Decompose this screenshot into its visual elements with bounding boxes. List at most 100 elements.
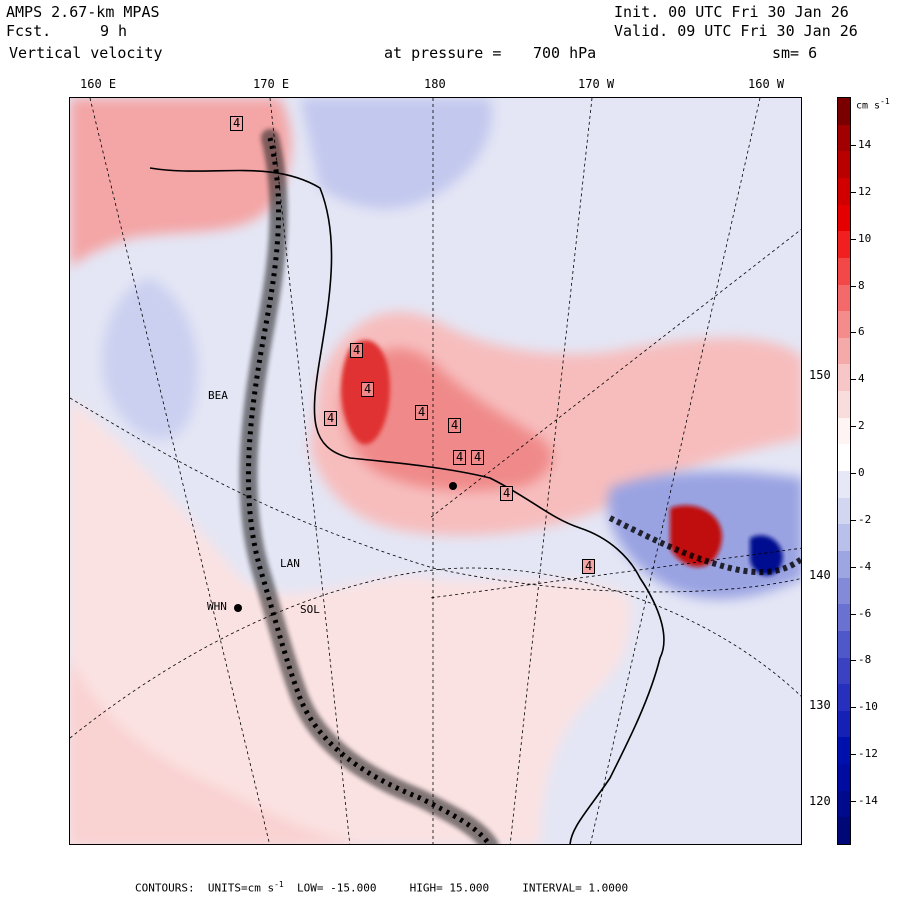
meridian-160w (590, 98, 761, 844)
blue-region-west (102, 278, 198, 440)
colorbar-units-exponent: -1 (880, 97, 890, 106)
contour-box-4: 4 (415, 405, 429, 420)
colorbar-swatch (838, 497, 850, 525)
footer-units-exponent: -1 (274, 880, 284, 889)
colorbar-label: 10 (858, 231, 872, 245)
colorbar-swatch (838, 817, 850, 845)
contour-box-10: 4 (500, 486, 514, 501)
field-name: Vertical velocity (9, 44, 163, 62)
colorbar-label: 2 (858, 419, 865, 433)
colorbar-swatch (838, 204, 850, 232)
forecast-hours: 9 h (100, 22, 128, 40)
colorbar-label: -8 (858, 653, 872, 667)
colorbar-label: 14 (858, 138, 872, 151)
footer-units: UNITS=cm s (207, 881, 275, 895)
contour-box-6: 4 (453, 450, 467, 465)
colorbar-swatch (838, 764, 850, 792)
meridian-150w (429, 229, 801, 519)
lon-label-170w: 170 W (578, 77, 615, 91)
colorbar-label: -4 (858, 559, 872, 573)
colorbar-swatch (838, 311, 850, 339)
colorbar-swatch (838, 284, 850, 312)
colorbar-units: cm s-1 (856, 96, 890, 112)
pink-region-west (70, 398, 630, 844)
velocity-map: 4 4 4 4 4 4 4 4 4 4 BEA LAN WHN SOL (69, 97, 802, 845)
colorbar-swatch (838, 417, 850, 445)
contour-box-1: 4 (230, 116, 244, 131)
colorbar-swatch (838, 577, 850, 605)
colorbar-swatch (838, 604, 850, 632)
colorbar-swatch (838, 657, 850, 685)
colorbar-units-text: cm s (856, 100, 881, 112)
colorbar-label: -2 (858, 512, 872, 526)
station-label-sol: SOL (300, 603, 320, 616)
colorbar-swatch (838, 177, 850, 206)
colorbar-swatch (838, 684, 850, 712)
colorbar-tick (851, 519, 856, 521)
station-dot-mcmurdo (449, 482, 457, 490)
colorbar-label: 12 (858, 184, 872, 198)
footer-contour-info: CONTOURS: UNITS=cm s-1 LOW= -15.000 HIGH… (135, 880, 628, 895)
mountain-contours (245, 137, 492, 844)
contour-box-3: 4 (361, 382, 375, 397)
colorbar-tick (851, 238, 856, 240)
smoothing-label: sm= 6 (772, 44, 818, 62)
colorbar-swatch (838, 550, 850, 579)
colorbar-swatch (838, 630, 850, 658)
contour-box-2: 4 (350, 343, 364, 358)
station-label-bea: BEA (208, 389, 228, 402)
init-time: Init. 00 UTC Fri 30 Jan 26 (614, 3, 849, 21)
red-region-northwest (70, 98, 291, 268)
contour-box-9: 4 (324, 411, 338, 426)
pink-region-southwest (70, 658, 359, 844)
colorbar-label: 4 (858, 372, 865, 386)
meridian-160e (89, 98, 270, 844)
colorbar-tick (851, 285, 856, 287)
station-label-lan: LAN (280, 557, 300, 570)
colorbar-swatch (838, 524, 850, 552)
colorbar-label: -6 (858, 606, 872, 620)
colorbar-swatch (838, 471, 850, 499)
pressure-label: at pressure = (384, 44, 502, 62)
colorbar (837, 97, 851, 845)
lon-label-180: 180 (424, 77, 446, 91)
contour-box-7: 4 (471, 450, 485, 465)
lon-label-160e: 160 E (80, 77, 117, 91)
footer-interval: INTERVAL= 1.0000 (522, 881, 629, 895)
colorbar-tick (851, 707, 856, 709)
footer-contours-label: CONTOURS: (135, 881, 195, 895)
lon-label-160w: 160 W (748, 77, 785, 91)
valid-time: Valid. 09 UTC Fri 30 Jan 26 (614, 22, 858, 40)
colorbar-swatch (838, 124, 850, 152)
colorbar-tick (851, 426, 856, 428)
colorbar-swatch (838, 444, 850, 472)
east-contours (608, 515, 801, 576)
colorbar-tick (851, 379, 856, 381)
parallel-1 (70, 397, 801, 593)
map-field-svg (70, 98, 801, 844)
colorbar-tick (851, 613, 856, 615)
contour-box-8: 4 (582, 559, 596, 574)
colorbar-swatch (838, 337, 850, 365)
colorbar-tick (851, 473, 856, 474)
footer-high: HIGH= 15.000 (409, 881, 490, 895)
colorbar-swatch (838, 98, 850, 126)
meridian-140w (429, 547, 801, 599)
colorbar-swatch (838, 710, 850, 738)
colorbar-tick (851, 191, 856, 193)
blue-core-east (750, 535, 783, 576)
colorbar-swatch (838, 790, 850, 818)
parallel-2 (70, 567, 801, 739)
red-plume-middle (340, 348, 553, 491)
colorbar-swatch (838, 391, 850, 419)
colorbar-tick (851, 801, 856, 802)
meridian-170e (269, 98, 351, 844)
contour-box-5: 4 (448, 418, 462, 433)
colorbar-swatch (838, 737, 850, 765)
forecast-label: Fcst. (6, 22, 52, 40)
colorbar-tick (851, 660, 856, 662)
coastline (149, 167, 665, 844)
colorbar-tick (851, 566, 856, 568)
station-dot-whn (234, 604, 242, 612)
pressure-value: 700 hPa (533, 44, 597, 62)
